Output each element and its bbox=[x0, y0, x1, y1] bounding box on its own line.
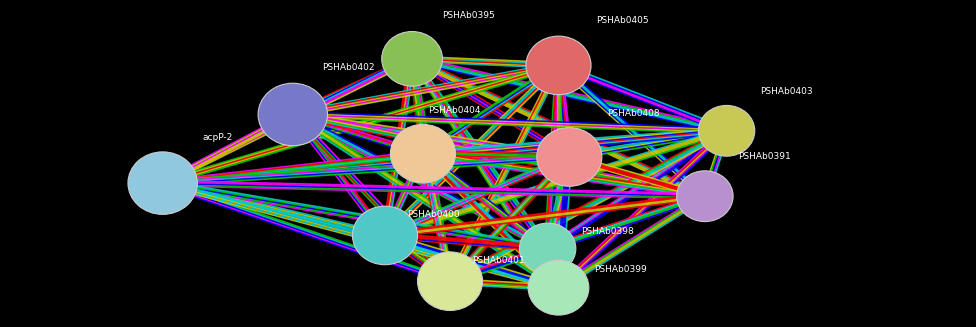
Ellipse shape bbox=[526, 36, 591, 95]
Ellipse shape bbox=[352, 206, 418, 265]
Text: PSHAb0404: PSHAb0404 bbox=[428, 106, 481, 114]
Ellipse shape bbox=[528, 260, 589, 315]
Ellipse shape bbox=[128, 152, 197, 215]
Text: PSHAb0405: PSHAb0405 bbox=[596, 16, 649, 25]
Text: PSHAb0395: PSHAb0395 bbox=[442, 11, 495, 20]
Text: PSHAb0403: PSHAb0403 bbox=[760, 87, 813, 95]
Text: PSHAb0398: PSHAb0398 bbox=[582, 227, 634, 235]
Text: PSHAb0391: PSHAb0391 bbox=[739, 152, 792, 161]
Text: PSHAb0399: PSHAb0399 bbox=[594, 265, 647, 273]
Text: acpP-2: acpP-2 bbox=[203, 133, 233, 142]
Ellipse shape bbox=[382, 31, 442, 86]
Text: PSHAb0402: PSHAb0402 bbox=[322, 63, 375, 72]
Ellipse shape bbox=[537, 128, 602, 186]
Ellipse shape bbox=[258, 83, 328, 146]
Text: PSHAb0401: PSHAb0401 bbox=[471, 256, 524, 265]
Text: PSHAb0400: PSHAb0400 bbox=[407, 210, 460, 219]
Ellipse shape bbox=[390, 124, 456, 183]
Ellipse shape bbox=[418, 252, 482, 311]
Ellipse shape bbox=[676, 171, 733, 222]
Ellipse shape bbox=[519, 223, 576, 274]
Ellipse shape bbox=[699, 105, 754, 156]
Text: PSHAb0408: PSHAb0408 bbox=[607, 109, 660, 118]
